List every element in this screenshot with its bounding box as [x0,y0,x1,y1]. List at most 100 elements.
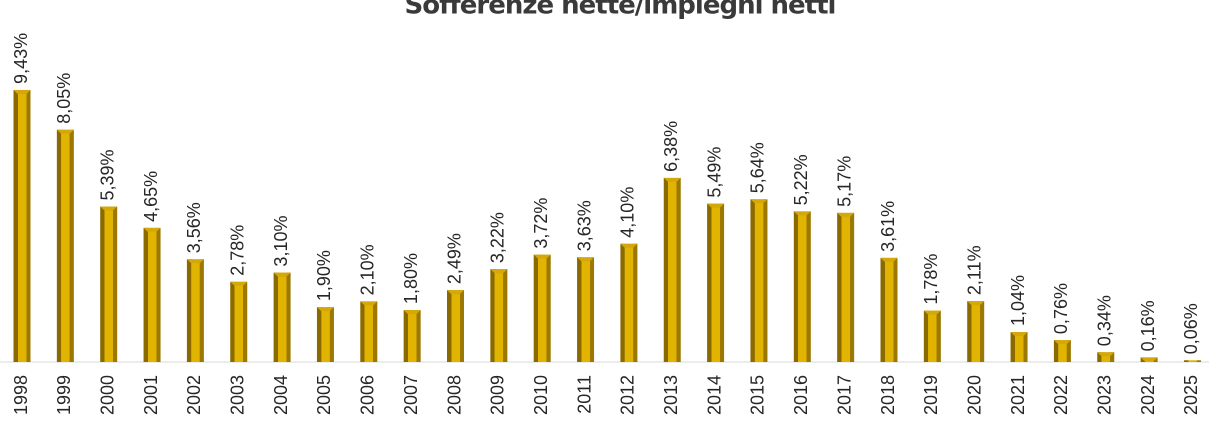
bar-top [533,254,551,259]
value-label: 0,06% [1181,303,1201,354]
x-tick-label: 2014 [704,375,724,415]
bar-top [707,203,725,208]
bar [56,129,74,362]
bar [923,310,941,362]
x-tick-label: 2016 [791,375,811,415]
bar-top [403,310,421,315]
bar [143,227,161,362]
bar [1053,340,1071,362]
bar [1097,352,1115,362]
bar-top [316,307,334,312]
bar [663,177,681,362]
value-label: 9,43% [11,33,31,84]
bar-top [56,129,74,134]
x-tick-label: 2011 [574,375,594,414]
chart-title: Sofferenze nette/impieghi netti [405,0,836,21]
bar [100,206,118,362]
x-tick-label: 2018 [878,375,898,415]
x-tick-label: 2025 [1181,375,1201,415]
x-tick-label: 2001 [141,375,161,415]
value-label: 1,04% [1008,275,1028,326]
value-label: 4,65% [141,171,161,222]
bar-top [1140,357,1158,362]
value-label: 6,38% [661,121,681,172]
x-tick-label: 2013 [661,375,681,415]
value-label: 3,72% [531,198,551,249]
x-tick-label: 2023 [1095,375,1115,415]
bar-top [490,269,508,274]
value-label: 5,49% [704,147,724,198]
bar [13,89,31,362]
value-label: 5,64% [748,142,768,193]
bar [447,290,464,362]
bar-top [100,206,118,211]
value-label: 3,63% [574,200,594,251]
value-label: 5,39% [97,149,117,200]
bar-top [1053,340,1071,345]
bar-top [360,301,378,306]
x-tick-label: 2004 [271,375,291,415]
bar [880,257,898,362]
x-tick-label: 2007 [401,375,421,415]
value-label: 2,10% [358,244,378,295]
x-tick-label: 1998 [11,375,31,415]
bar-top [1097,352,1115,357]
x-tick-label: 2015 [748,375,768,415]
bar [707,203,725,362]
x-tick-label: 2010 [531,375,551,415]
value-label: 2,78% [228,225,248,276]
value-label: 1,80% [401,253,421,304]
value-label: 5,17% [834,156,854,207]
value-label: 1,78% [921,254,941,305]
value-label: 1,90% [314,250,334,301]
x-tick-label: 2019 [921,375,941,415]
bar-top [793,211,811,216]
bar-top [577,257,595,262]
x-tick-label: 2008 [444,375,464,415]
value-label: 5,22% [791,154,811,205]
x-tick-label: 2012 [618,375,638,415]
bar [273,272,291,362]
value-label: 0,34% [1095,295,1115,346]
bar [967,301,985,362]
value-label: 8,05% [54,73,74,124]
value-label: 0,76% [1051,283,1071,334]
bar [403,310,421,362]
bar-top [663,177,681,182]
x-tick-label: 2003 [228,375,248,415]
x-tick-label: 2009 [488,375,508,415]
bar-top [620,243,638,248]
bar-top [923,310,941,315]
x-tick-label: 2006 [358,375,378,415]
bar-top [143,227,161,232]
bar [620,243,638,362]
bar [186,259,204,362]
bar [750,199,768,362]
value-label: 4,10% [618,187,638,238]
bar [793,211,811,362]
x-tick-label: 2020 [964,375,984,415]
x-tick-label: 2000 [97,375,117,415]
bar-top [1010,331,1028,336]
bar [577,257,595,362]
bar-top [230,281,248,286]
x-tick-label: 2005 [314,375,334,415]
value-label: 3,56% [184,202,204,253]
bar [490,269,508,362]
x-tick-label: 1999 [54,375,74,415]
value-label: 3,10% [271,216,291,267]
bar [230,281,248,362]
x-tick-label: 2022 [1051,375,1071,415]
value-label: 0,16% [1138,300,1158,351]
bar [360,301,378,362]
bar [837,212,855,362]
x-tick-label: 2017 [834,375,854,415]
bar [1010,331,1028,362]
bar-top [273,272,291,277]
x-tick-label: 2021 [1008,375,1028,415]
bar-top [750,199,768,204]
bar-top [447,290,464,295]
x-tick-label: 2024 [1138,375,1158,415]
bar-top [186,259,204,264]
